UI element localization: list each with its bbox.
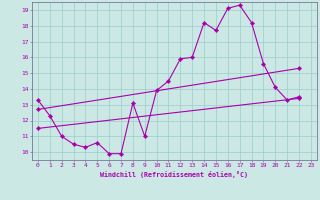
X-axis label: Windchill (Refroidissement éolien,°C): Windchill (Refroidissement éolien,°C) bbox=[100, 171, 248, 178]
